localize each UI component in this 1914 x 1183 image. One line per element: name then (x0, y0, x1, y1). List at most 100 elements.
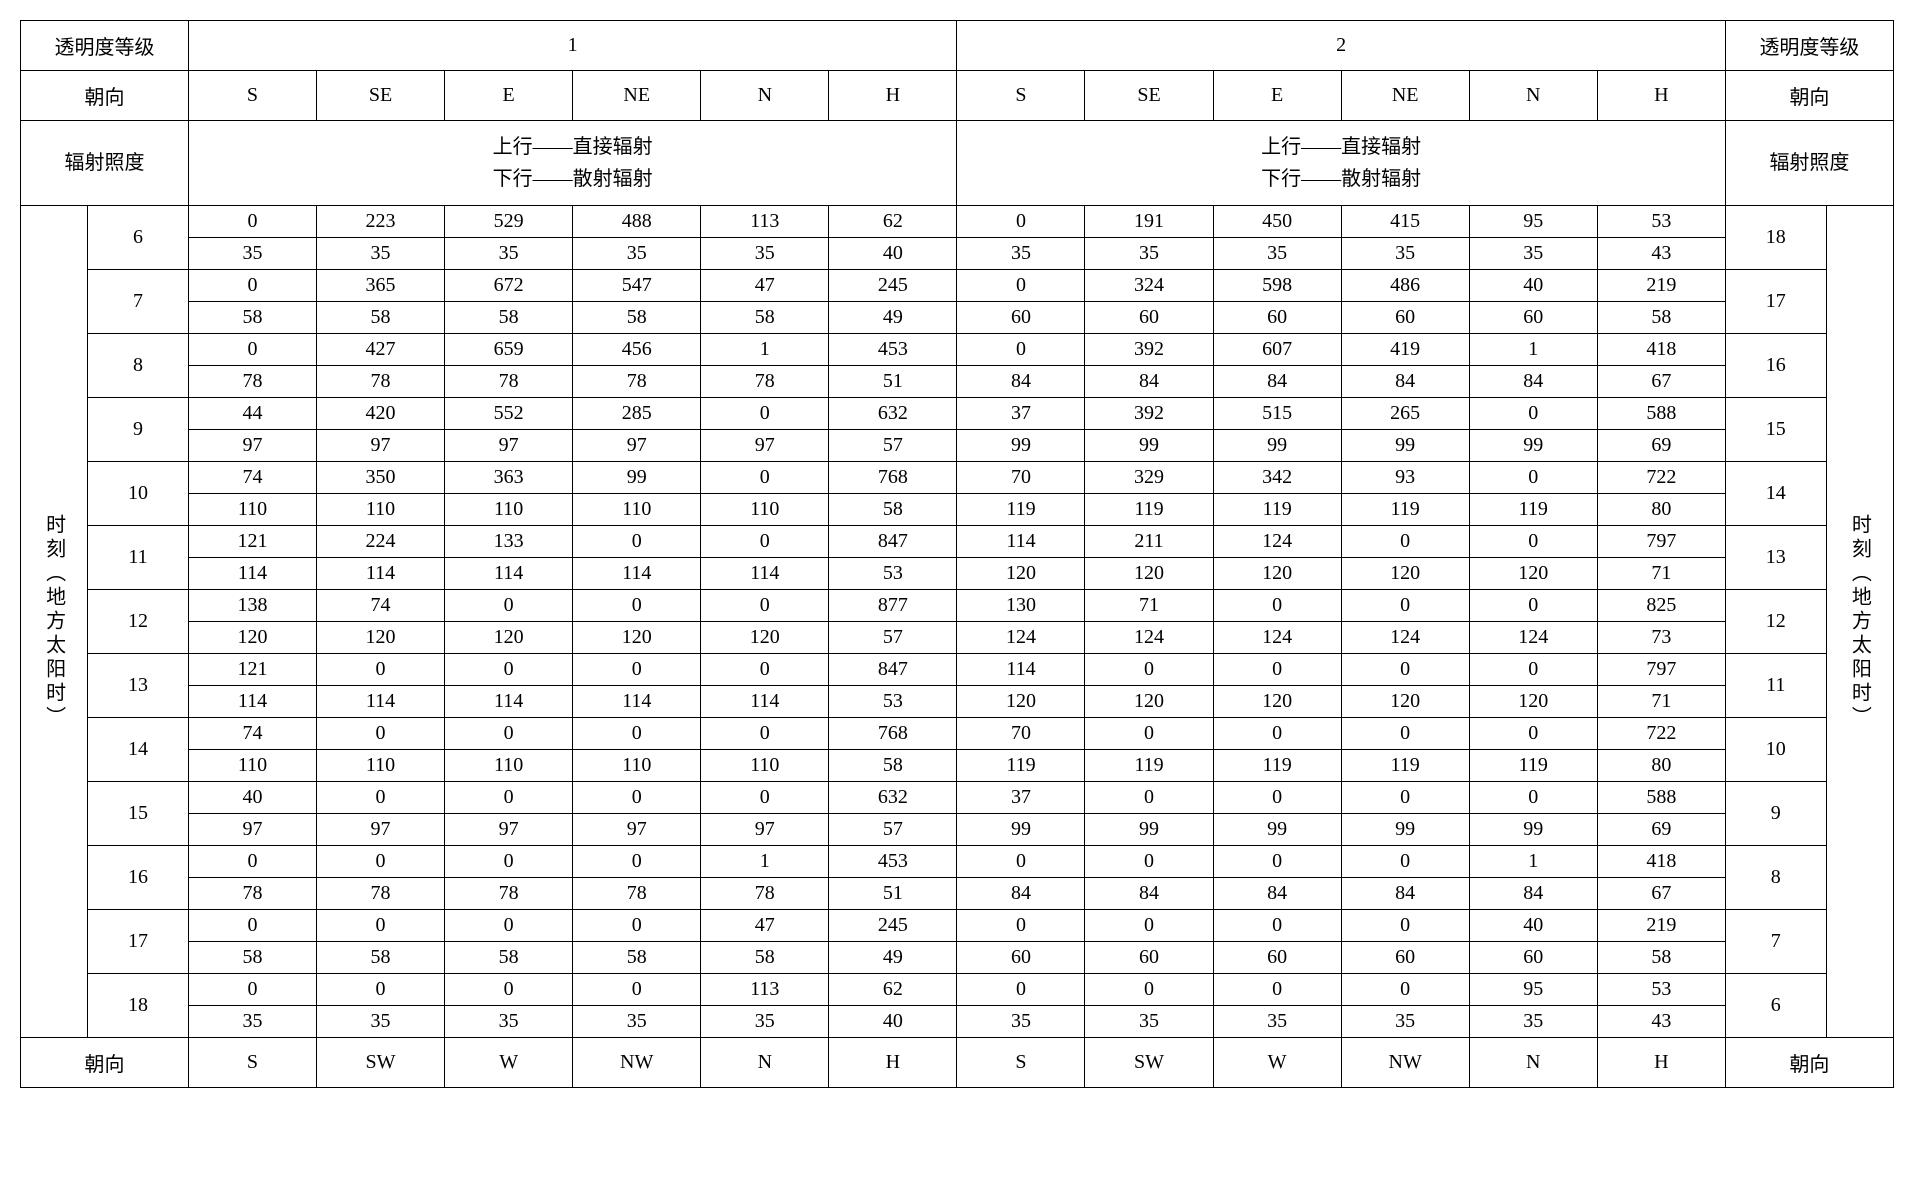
cell-5-top-9: 0 (1341, 526, 1469, 558)
cell-8-top-9: 0 (1341, 718, 1469, 750)
cell-4-bot-5: 58 (829, 494, 957, 526)
cell-9-bot-3: 97 (573, 814, 701, 846)
cell-9-top-5: 632 (829, 782, 957, 814)
cell-10-bot-0: 78 (188, 878, 316, 910)
cell-9-bot-6: 99 (957, 814, 1085, 846)
cell-6-bot-1: 120 (317, 622, 445, 654)
hour-left-8: 14 (88, 718, 189, 782)
cell-4-top-6: 70 (957, 462, 1085, 494)
cell-5-top-5: 847 (829, 526, 957, 558)
cell-5-bot-3: 114 (573, 558, 701, 590)
cell-1-top-0: 0 (188, 270, 316, 302)
cell-9-top-8: 0 (1213, 782, 1341, 814)
cell-6-top-10: 0 (1469, 590, 1597, 622)
cell-9-bot-8: 99 (1213, 814, 1341, 846)
cell-2-bot-7: 84 (1085, 366, 1213, 398)
cell-1-bot-2: 58 (445, 302, 573, 334)
cell-11-bot-4: 58 (701, 942, 829, 974)
cell-4-top-1: 350 (317, 462, 445, 494)
cell-11-bot-1: 58 (317, 942, 445, 974)
cell-0-bot-10: 35 (1469, 238, 1597, 270)
cell-8-top-8: 0 (1213, 718, 1341, 750)
cell-7-top-11: 797 (1597, 654, 1725, 686)
cell-11-top-8: 0 (1213, 910, 1341, 942)
cell-2-top-1: 427 (317, 334, 445, 366)
hour-left-3: 9 (88, 398, 189, 462)
cell-1-bot-5: 49 (829, 302, 957, 334)
cell-10-bot-6: 84 (957, 878, 1085, 910)
cell-7-top-8: 0 (1213, 654, 1341, 686)
hour-right-1: 17 (1725, 270, 1826, 334)
orientation-bottom-1-2: W (1213, 1038, 1341, 1088)
cell-0-top-3: 488 (573, 206, 701, 238)
cell-2-top-2: 659 (445, 334, 573, 366)
cell-8-bot-3: 110 (573, 750, 701, 782)
hour-right-6: 12 (1725, 590, 1826, 654)
cell-1-top-8: 598 (1213, 270, 1341, 302)
hour-right-7: 11 (1725, 654, 1826, 718)
cell-12-bot-3: 35 (573, 1006, 701, 1038)
cell-11-bot-3: 58 (573, 942, 701, 974)
cell-7-top-6: 114 (957, 654, 1085, 686)
cell-7-bot-6: 120 (957, 686, 1085, 718)
cell-6-bot-8: 124 (1213, 622, 1341, 654)
orientation-bottom-0-3: NW (573, 1038, 701, 1088)
hour-left-5: 11 (88, 526, 189, 590)
cell-10-top-5: 453 (829, 846, 957, 878)
cell-0-top-11: 53 (1597, 206, 1725, 238)
orientation-bottom-1-5: H (1597, 1038, 1725, 1088)
cell-4-bot-9: 119 (1341, 494, 1469, 526)
cell-7-bot-11: 71 (1597, 686, 1725, 718)
cell-7-top-9: 0 (1341, 654, 1469, 686)
cell-7-bot-9: 120 (1341, 686, 1469, 718)
cell-8-bot-11: 80 (1597, 750, 1725, 782)
cell-3-bot-10: 99 (1469, 430, 1597, 462)
cell-9-top-6: 37 (957, 782, 1085, 814)
cell-5-bot-6: 120 (957, 558, 1085, 590)
cell-9-top-1: 0 (317, 782, 445, 814)
cell-0-bot-2: 35 (445, 238, 573, 270)
cell-8-bot-1: 110 (317, 750, 445, 782)
cell-8-bot-9: 119 (1341, 750, 1469, 782)
cell-6-top-1: 74 (317, 590, 445, 622)
header-transparency-right: 透明度等级 (1725, 21, 1893, 71)
cell-6-bot-5: 57 (829, 622, 957, 654)
cell-1-top-7: 324 (1085, 270, 1213, 302)
cell-4-top-4: 0 (701, 462, 829, 494)
cell-10-bot-4: 78 (701, 878, 829, 910)
cell-9-bot-4: 97 (701, 814, 829, 846)
hour-right-8: 10 (1725, 718, 1826, 782)
cell-11-top-2: 0 (445, 910, 573, 942)
cell-10-bot-11: 67 (1597, 878, 1725, 910)
orientation-top-1-5: H (1597, 71, 1725, 121)
cell-3-top-10: 0 (1469, 398, 1597, 430)
cell-2-bot-10: 84 (1469, 366, 1597, 398)
hour-right-9: 9 (1725, 782, 1826, 846)
cell-0-bot-7: 35 (1085, 238, 1213, 270)
cell-6-top-4: 0 (701, 590, 829, 622)
cell-5-bot-0: 114 (188, 558, 316, 590)
cell-9-top-2: 0 (445, 782, 573, 814)
cell-1-top-10: 40 (1469, 270, 1597, 302)
cell-3-top-11: 588 (1597, 398, 1725, 430)
cell-7-bot-3: 114 (573, 686, 701, 718)
cell-8-top-11: 722 (1597, 718, 1725, 750)
header-level-1: 1 (188, 21, 956, 71)
cell-10-top-11: 418 (1597, 846, 1725, 878)
hour-left-12: 18 (88, 974, 189, 1038)
cell-12-bot-4: 35 (701, 1006, 829, 1038)
cell-2-bot-9: 84 (1341, 366, 1469, 398)
cell-5-bot-2: 114 (445, 558, 573, 590)
cell-2-bot-11: 67 (1597, 366, 1725, 398)
orientation-top-1-4: N (1469, 71, 1597, 121)
cell-3-top-2: 552 (445, 398, 573, 430)
orientation-top-0-5: H (829, 71, 957, 121)
cell-11-bot-11: 58 (1597, 942, 1725, 974)
cell-6-top-0: 138 (188, 590, 316, 622)
cell-5-top-1: 224 (317, 526, 445, 558)
cell-7-top-2: 0 (445, 654, 573, 686)
cell-3-bot-9: 99 (1341, 430, 1469, 462)
cell-2-top-8: 607 (1213, 334, 1341, 366)
hour-right-12: 6 (1725, 974, 1826, 1038)
cell-6-bot-7: 124 (1085, 622, 1213, 654)
